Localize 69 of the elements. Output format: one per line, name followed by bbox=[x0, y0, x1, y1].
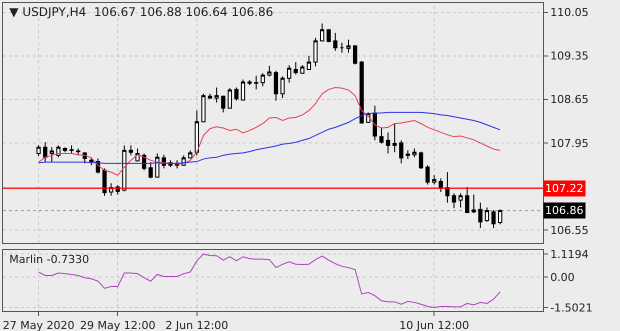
candlestick bbox=[306, 55, 312, 71]
candlestick bbox=[240, 78, 246, 102]
candlestick bbox=[491, 210, 496, 229]
candlestick bbox=[69, 144, 74, 154]
candlestick bbox=[155, 152, 160, 178]
candlestick bbox=[280, 76, 285, 99]
candlestick bbox=[386, 132, 390, 154]
y-tick-label: 107.95 bbox=[550, 136, 589, 150]
candlestick bbox=[62, 146, 68, 153]
candlestick bbox=[201, 93, 206, 123]
candlestick bbox=[89, 157, 94, 166]
candlestick bbox=[392, 122, 397, 153]
candlestick bbox=[320, 23, 324, 42]
y-tick-label: 109.35 bbox=[550, 50, 589, 63]
candlestick bbox=[406, 150, 410, 160]
candlestick bbox=[228, 88, 232, 110]
candlestick bbox=[458, 192, 463, 208]
candlestick bbox=[333, 32, 338, 52]
chart-title: ▼ USDJPY,H4 106.67 106.88 106.64 106.86 bbox=[9, 5, 274, 20]
candlestick bbox=[148, 162, 153, 179]
candlestick bbox=[274, 70, 278, 102]
candlestick bbox=[76, 148, 80, 156]
candlestick bbox=[346, 39, 351, 54]
candlestick bbox=[445, 172, 450, 204]
candlestick bbox=[465, 186, 470, 214]
candlestick bbox=[452, 192, 456, 209]
candlestick bbox=[214, 87, 219, 103]
line-series bbox=[38, 87, 501, 176]
candlestick bbox=[234, 87, 239, 102]
candlestick bbox=[267, 65, 272, 77]
y-tick-label: 0.00 bbox=[550, 270, 575, 284]
ref-line-label: 107.22 bbox=[545, 182, 584, 195]
candlestick bbox=[326, 28, 331, 43]
candlestick bbox=[300, 64, 304, 74]
candlestick bbox=[254, 75, 258, 90]
y-tick-label: -1.5021 bbox=[550, 301, 593, 314]
candlestick bbox=[313, 37, 318, 67]
candlestick bbox=[418, 151, 424, 170]
chart-title: Marlin -0.7330 bbox=[9, 252, 90, 266]
candlestick bbox=[43, 142, 48, 163]
candlestick bbox=[360, 60, 364, 124]
candlestick bbox=[287, 64, 292, 84]
candlestick bbox=[426, 164, 430, 186]
candlestick bbox=[478, 202, 482, 229]
y-tick-label: 1.1194 bbox=[550, 248, 589, 261]
y-tick-label: 108.65 bbox=[550, 93, 589, 106]
line-series bbox=[38, 112, 501, 164]
candlestick bbox=[412, 148, 417, 158]
candlestick bbox=[484, 207, 490, 222]
candlestick bbox=[188, 150, 192, 159]
candlestick bbox=[221, 95, 226, 113]
candlestick bbox=[340, 42, 344, 54]
candlestick bbox=[399, 140, 404, 164]
candlestick bbox=[294, 62, 298, 75]
candlestick bbox=[50, 146, 54, 163]
candlestick bbox=[352, 44, 358, 66]
x-tick-label: 2 Jun 12:00 bbox=[165, 319, 228, 331]
y-tick-label: 106.55 bbox=[550, 224, 589, 237]
candlestick bbox=[260, 72, 265, 87]
candlestick bbox=[438, 178, 443, 193]
ref-line-label: 106.86 bbox=[545, 204, 584, 217]
y-tick-label: 110.05 bbox=[550, 6, 589, 20]
candlestick bbox=[472, 194, 476, 214]
candlestick bbox=[128, 144, 134, 156]
candlestick bbox=[372, 105, 377, 141]
candlestick bbox=[247, 80, 252, 86]
candlestick bbox=[379, 126, 384, 144]
x-tick-label: 10 Jun 12:00 bbox=[399, 319, 470, 331]
candlestick bbox=[498, 208, 502, 225]
